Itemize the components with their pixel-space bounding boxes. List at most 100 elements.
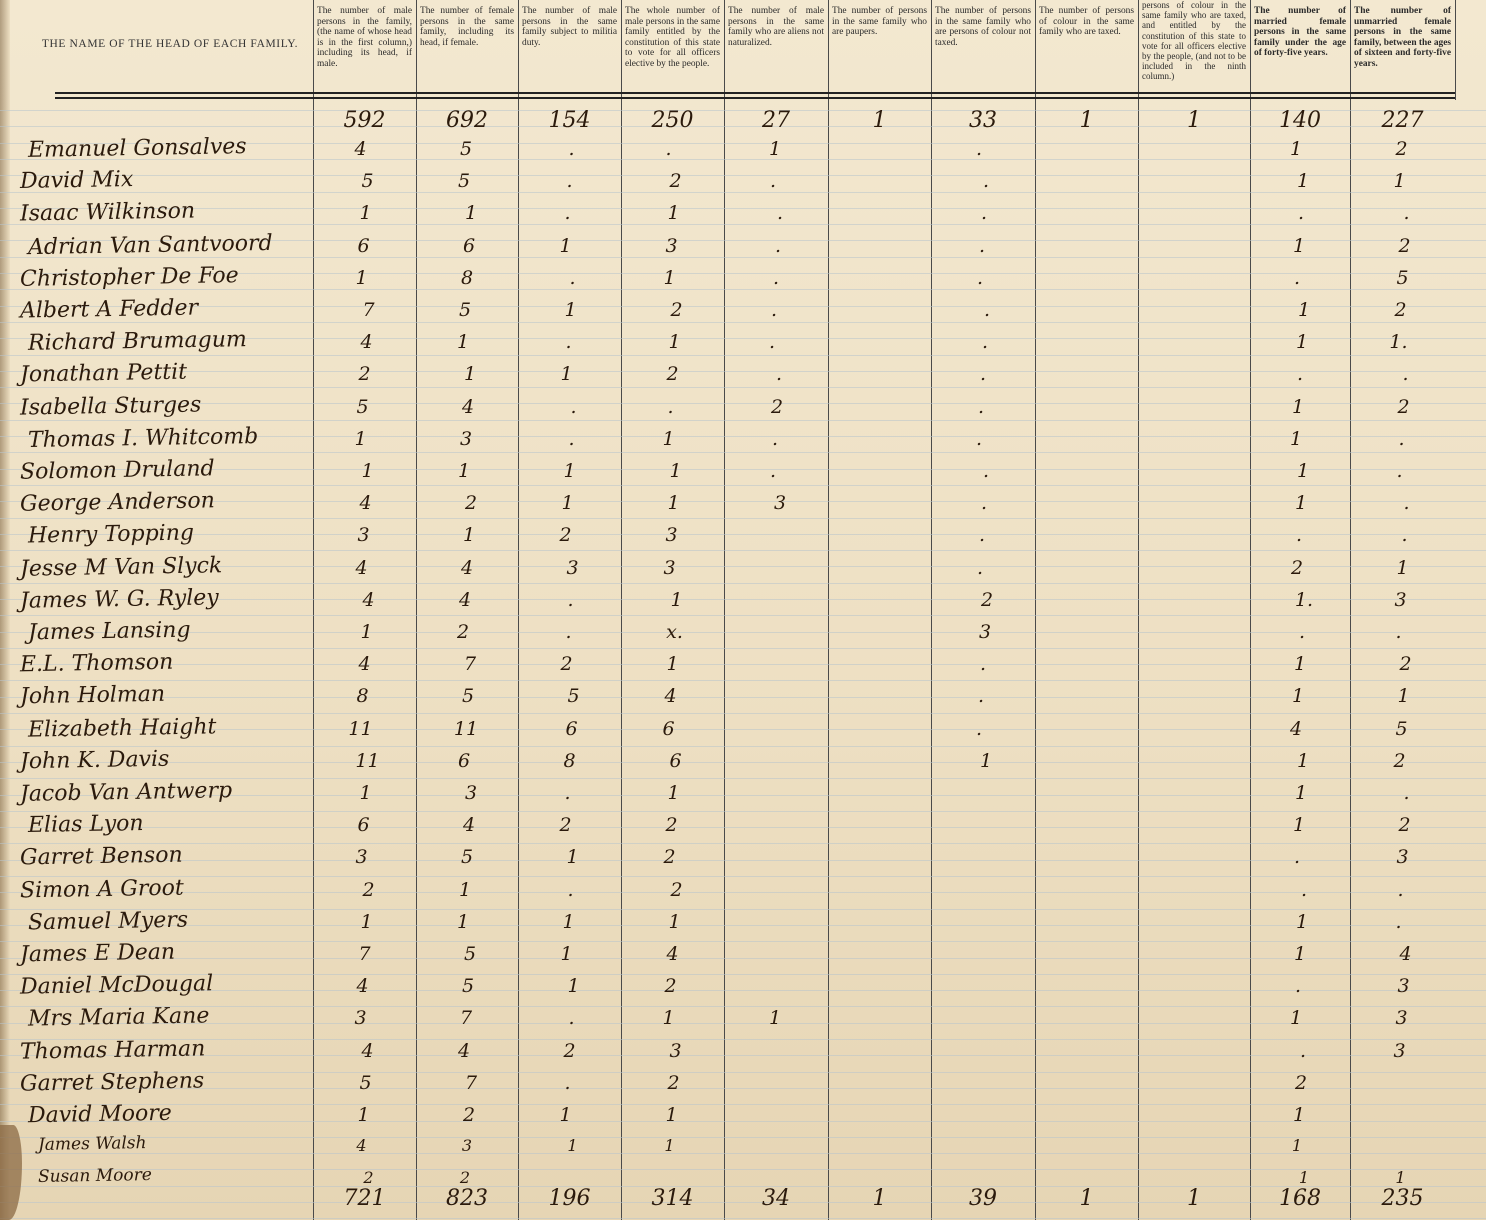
household-head-name: Isaac Wilkinson: [19, 198, 196, 227]
ruled-line: [0, 1072, 1486, 1073]
count-cell: .: [568, 1007, 575, 1030]
ruled-line: [0, 518, 1486, 519]
count-cell: 5: [461, 685, 475, 708]
ruled-line: [0, 208, 1486, 209]
carried-total-col-10: 140: [1279, 108, 1321, 133]
count-cell: x.: [666, 621, 683, 643]
final-total-col-11: 235: [1381, 1186, 1424, 1211]
final-total-col-5: 34: [762, 1186, 790, 1211]
count-cell: .: [1298, 621, 1306, 643]
count-cell: 2: [667, 1071, 680, 1094]
count-cell: 2: [1398, 814, 1411, 837]
ruled-line: [0, 355, 1486, 356]
column-divider: [828, 0, 829, 1220]
count-cell: 2: [1398, 234, 1411, 257]
column-divider: [1250, 0, 1251, 1220]
ruled-line: [0, 697, 1486, 698]
count-cell: .: [980, 492, 988, 515]
count-cell: 11: [355, 749, 380, 772]
count-cell: 2: [560, 653, 573, 676]
count-cell: .: [980, 202, 988, 225]
final-total-col-8: 1: [1079, 1186, 1094, 1211]
ruled-line: [0, 1023, 1486, 1024]
ruled-line: [0, 827, 1486, 828]
count-cell: 1: [456, 910, 470, 933]
final-total-col-4: 314: [651, 1186, 694, 1211]
count-cell: 3: [566, 556, 579, 579]
header-rule: [55, 92, 1455, 94]
count-cell: 1: [561, 492, 574, 515]
count-cell: 1: [768, 138, 782, 160]
count-cell: 3: [665, 234, 678, 257]
household-head-name: Emanuel Gonsalves: [27, 134, 247, 163]
count-cell: 1: [1393, 170, 1406, 193]
count-cell: 1: [1291, 1136, 1303, 1156]
ruled-line: [0, 1137, 1486, 1138]
count-cell: 1: [456, 331, 470, 354]
carried-total-col-2: 692: [446, 108, 488, 133]
count-cell: .: [1397, 878, 1404, 901]
ruled-line: [0, 403, 1486, 404]
count-cell: 6: [357, 234, 370, 257]
ruled-line: [0, 289, 1486, 290]
count-cell: 1: [1397, 685, 1410, 708]
ruled-line: [0, 192, 1486, 193]
count-cell: 1: [1297, 299, 1311, 321]
column-heading-11: The number of unmarried female persons i…: [1354, 6, 1451, 69]
household-head-name: Samuel Myers: [27, 907, 189, 936]
ruled-line: [0, 648, 1486, 649]
count-cell: .: [1398, 427, 1405, 450]
ruled-line: [0, 811, 1486, 812]
ruled-line: [0, 632, 1486, 633]
carried-total-col-1: 592: [343, 108, 386, 133]
household-head-name: Albert A Fedder: [19, 295, 199, 324]
count-cell: .: [564, 202, 571, 225]
carried-total-col-6: 1: [872, 108, 887, 133]
count-cell: .: [982, 460, 990, 482]
count-cell: 4: [362, 588, 375, 611]
count-cell: 4: [462, 814, 476, 837]
count-cell: .: [776, 202, 784, 225]
count-cell: 1: [360, 621, 373, 643]
count-cell: 4: [1289, 717, 1303, 740]
household-head-name: John Holman: [19, 682, 166, 710]
count-cell: .: [769, 170, 777, 193]
count-cell: 8: [563, 749, 576, 772]
count-cell: 8: [460, 266, 474, 289]
count-cell: 2: [462, 1104, 476, 1126]
count-cell: 1: [1298, 1168, 1310, 1188]
count-cell: 3: [461, 1136, 473, 1156]
count-cell: .: [1297, 202, 1305, 225]
count-cell: 2: [666, 363, 679, 386]
ruled-line: [0, 143, 1486, 144]
ruled-line: [0, 1039, 1486, 1040]
count-cell: 4: [354, 138, 367, 160]
count-cell: .: [1396, 460, 1403, 482]
column-header-band: THE NAME OF THE HEAD OF EACH FAMILY. The…: [0, 0, 1486, 100]
household-head-name: Daniel McDougal: [19, 971, 214, 1000]
household-head-name: Isabella Sturges: [19, 392, 202, 421]
carried-total-col-4: 250: [651, 108, 694, 133]
count-cell: 4: [361, 1039, 374, 1062]
count-cell: 6: [669, 749, 682, 772]
count-cell: .: [1293, 846, 1301, 869]
count-cell: 5: [458, 299, 472, 321]
ruled-line: [0, 1153, 1486, 1154]
count-cell: 4: [461, 395, 475, 418]
count-cell: .: [1403, 782, 1410, 804]
column-heading-9: persons of colour in the same family who…: [1142, 0, 1246, 82]
column-divider: [416, 0, 417, 1220]
household-head-name: Garret Stephens: [19, 1068, 205, 1097]
count-cell: 1: [668, 331, 681, 354]
household-head-name: John K. Davis: [19, 746, 170, 775]
count-cell: 2: [1393, 749, 1406, 772]
household-head-name: Solomon Druland: [19, 456, 215, 485]
ruled-line: [0, 599, 1486, 600]
household-head-name: Christopher De Foe: [19, 262, 239, 292]
count-cell: 1: [560, 943, 573, 965]
column-heading-2: The number of female persons in the same…: [420, 6, 514, 48]
count-cell: .: [1403, 202, 1410, 225]
column-heading-8: The number of persons of colour in the s…: [1039, 6, 1134, 38]
count-cell: 1: [1395, 1168, 1406, 1188]
